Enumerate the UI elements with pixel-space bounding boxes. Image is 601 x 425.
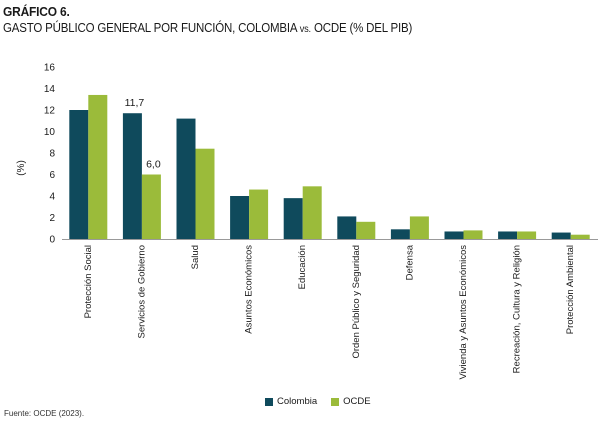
- y-axis-label: (%): [16, 160, 27, 176]
- legend-item-ocde: OCDE: [331, 396, 371, 407]
- legend-swatch-ocde: [331, 397, 340, 406]
- legend: Colombia OCDE: [265, 396, 371, 407]
- x-tick-label: Recreación, Cultura y Religión: [512, 245, 523, 373]
- legend-swatch-colombia: [265, 397, 273, 406]
- x-tick-label: Salud: [190, 245, 201, 269]
- y-tick-label: 6: [49, 170, 55, 181]
- bar-chart: 0 2 4 6 8 10 12 14 16 (%) Protección Social Servici…: [16, 63, 598, 380]
- bar-ocde: [302, 186, 322, 239]
- bar-colombia: [498, 231, 518, 239]
- legend-label-colombia: Colombia: [277, 396, 318, 407]
- x-tick-label: Protección Ambiental: [565, 245, 576, 334]
- subtitle-main: GASTO PÚBLICO GENERAL POR FUNCIÓN, COLOM…: [3, 21, 300, 35]
- legend-item-colombia: Colombia: [265, 396, 317, 407]
- y-tick-label: 0: [49, 235, 55, 246]
- bar-ocde: [356, 221, 376, 239]
- bar-colombia: [337, 216, 357, 239]
- bar-colombia: [122, 113, 142, 239]
- chart-subtitle: GASTO PÚBLICO GENERAL POR FUNCIÓN, COLOM…: [3, 21, 412, 35]
- bar-colombia: [176, 118, 196, 239]
- subtitle-end: OCDE (% DEL PIB): [310, 21, 413, 35]
- y-tick-label: 12: [44, 106, 56, 117]
- bar-colombia: [283, 198, 303, 239]
- bar-colombia: [230, 196, 250, 239]
- bar-colombia: [444, 231, 464, 239]
- x-tick-label: Protección Social: [83, 245, 94, 318]
- bar-ocde: [88, 94, 108, 239]
- bar-ocde: [409, 216, 429, 239]
- x-tick-label: Orden Público y Seguridad: [351, 245, 362, 359]
- bar-ocde: [249, 189, 269, 239]
- y-tick-label: 10: [44, 127, 56, 138]
- chart-title: GRÁFICO 6.: [3, 4, 70, 19]
- source-note: Fuente: OCDE (2023).: [4, 409, 85, 418]
- y-tick-label: 16: [44, 63, 56, 74]
- bar-ocde: [195, 148, 215, 239]
- bar-colombia: [69, 110, 89, 239]
- x-tick-label: Educación: [297, 245, 308, 289]
- y-tick-label: 2: [49, 213, 55, 224]
- y-tick-label: 14: [44, 84, 56, 95]
- bar-ocde: [570, 234, 590, 239]
- bar-ocde: [141, 174, 161, 239]
- x-tick-label: Asuntos Económicos: [244, 245, 255, 334]
- x-tick-label: Defensa: [404, 244, 415, 280]
- bar-colombia: [551, 232, 571, 239]
- x-tick-label: Servicios de Gobierno: [136, 245, 147, 338]
- data-label: 6,0: [146, 159, 161, 171]
- y-tick-label: 8: [49, 149, 55, 160]
- bar-colombia: [390, 229, 410, 239]
- bar-ocde: [463, 230, 483, 239]
- bar-ocde: [517, 231, 537, 239]
- subtitle-vs: vs.: [299, 24, 311, 35]
- y-tick-label: 4: [49, 192, 55, 203]
- x-tick-label: Vivienda y Asuntos Económicos: [458, 245, 469, 380]
- legend-label-ocde: OCDE: [343, 396, 371, 407]
- data-label: 11,7: [125, 97, 145, 109]
